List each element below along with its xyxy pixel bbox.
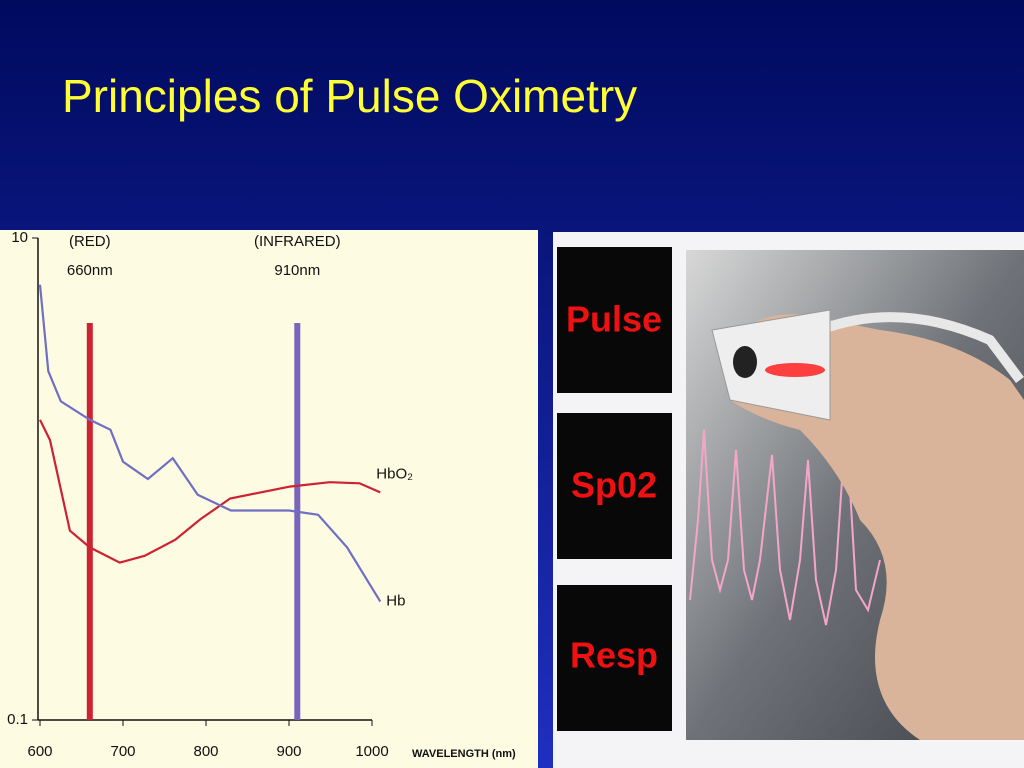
monitor-box: [557, 585, 672, 731]
cable: [818, 312, 1024, 383]
marker-sublabel: 910nm: [274, 262, 320, 279]
x-tick-label: 800: [193, 743, 218, 760]
monitor-box: [557, 247, 672, 393]
sensor-lens: [733, 346, 757, 378]
sensor-light: [765, 363, 825, 377]
x-axis-label: WAVELENGTH (nm): [412, 748, 516, 760]
waveform: [689, 419, 881, 626]
series-label: HbO₂: [376, 465, 413, 482]
monitor-label: Sp02: [571, 465, 657, 506]
series-label: Hb: [386, 593, 405, 610]
y-tick-label: 10: [11, 229, 28, 246]
x-tick-label: 700: [110, 743, 135, 760]
slide-title: Principles of Pulse Oximetry: [62, 70, 637, 122]
x-tick-label: 600: [27, 743, 52, 760]
marker-label: (RED): [69, 233, 111, 250]
monitor-label: Resp: [570, 635, 658, 676]
sensor-clip: [711, 309, 831, 421]
chart-panel: [0, 230, 538, 768]
y-tick-label: 0.1: [7, 711, 28, 728]
chart: 0.1 10 600 700 800 900 1000 WAVELENGTH (nm) (RED…: [7, 229, 516, 760]
marker-label: (INFRARED): [254, 233, 341, 250]
spectrum-line: [38, 284, 382, 603]
x-tick-label: 1000: [355, 743, 388, 760]
monitor-label: Pulse: [566, 299, 662, 340]
spectrum-line: [39, 419, 381, 564]
monitor-box: [557, 413, 672, 559]
hand: [720, 314, 1024, 740]
marker-sublabel: 660nm: [67, 262, 113, 279]
x-tick-label: 900: [276, 743, 301, 760]
